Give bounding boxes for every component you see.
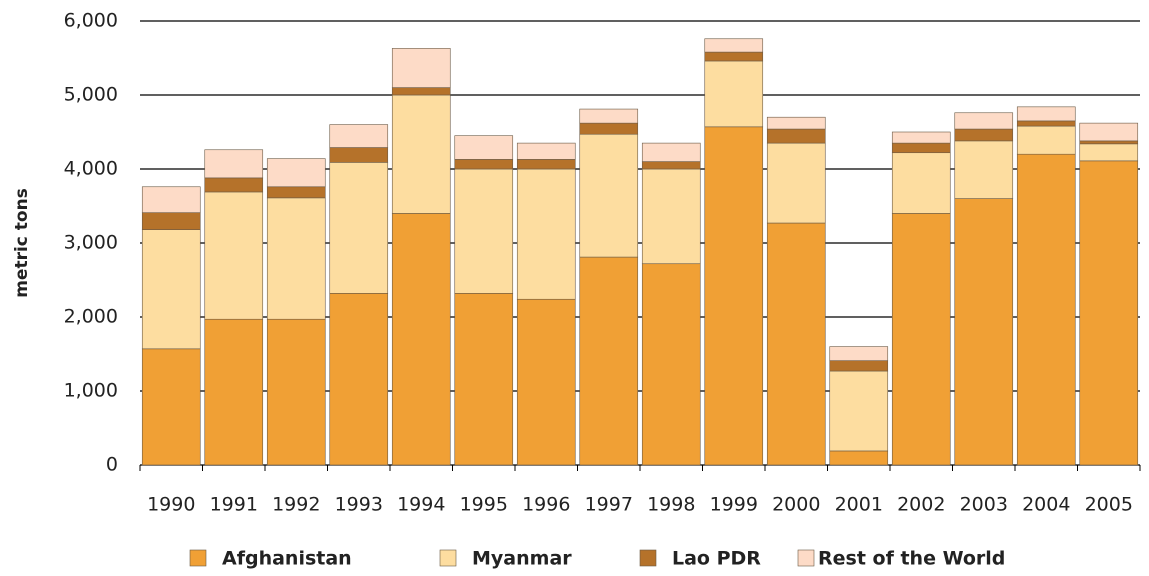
bar-segment: [141, 186, 201, 213]
bar-segment: [454, 293, 514, 466]
bar-segment: [391, 87, 451, 96]
x-tick-label: 2005: [1085, 494, 1133, 516]
y-tick-label: 2,000: [64, 306, 118, 328]
bar-segment: [329, 293, 389, 466]
bar-segment: [1016, 153, 1076, 466]
x-tick-label: 1992: [272, 494, 320, 516]
bar-segment: [766, 128, 826, 144]
bar-segment: [891, 152, 951, 214]
bar-segment: [266, 186, 326, 199]
x-tick-label: 1999: [710, 494, 758, 516]
bar-segment: [204, 191, 264, 320]
x-tick-label: 1990: [147, 494, 195, 516]
legend-swatch: [639, 549, 657, 567]
bar-segment: [766, 222, 826, 466]
y-tick-label: 1,000: [64, 380, 118, 402]
bar-segment: [1079, 140, 1139, 145]
y-tick-label: 5,000: [64, 84, 118, 106]
bar-segment: [454, 168, 514, 294]
x-tick-label: 1996: [522, 494, 570, 516]
bar-segment: [579, 133, 639, 258]
bar-segment: [891, 142, 951, 154]
legend-label: Rest of the World: [818, 548, 1005, 570]
bar-segment: [1016, 125, 1076, 155]
bar-segment: [641, 168, 701, 265]
bar-segment: [1079, 160, 1139, 466]
bar-segment: [704, 51, 764, 62]
bar-segment: [641, 161, 701, 170]
x-tick-label: 1994: [397, 494, 445, 516]
bar-segment: [704, 38, 764, 53]
bar-segment: [891, 131, 951, 144]
bar-segment: [329, 162, 389, 294]
legend-label: Afghanistan: [222, 548, 352, 570]
bar-segment: [891, 213, 951, 466]
y-tick-label: 3,000: [64, 232, 118, 254]
bar-segment: [954, 198, 1014, 466]
bar-segment: [954, 112, 1014, 130]
x-tick-label: 1993: [335, 494, 383, 516]
bar-segment: [579, 122, 639, 135]
y-tick-label: 6,000: [64, 10, 118, 32]
bar-segment: [829, 370, 889, 452]
bar-segment: [454, 159, 514, 170]
legend-swatch: [189, 549, 207, 567]
legend-label: Lao PDR: [672, 548, 761, 570]
y-axis-label: metric tons: [12, 188, 32, 298]
legend-swatch: [439, 549, 457, 567]
bar-segment: [954, 140, 1014, 199]
bar-segment: [516, 142, 576, 160]
bar-segment: [829, 346, 889, 361]
bar-segment: [1079, 122, 1139, 142]
bar-segment: [516, 168, 576, 300]
x-tick-label: 2001: [835, 494, 883, 516]
bar-segment: [329, 147, 389, 163]
bar-segment: [829, 360, 889, 372]
bar-segment: [1016, 106, 1076, 122]
x-tick-label: 1998: [647, 494, 695, 516]
bar-segment: [204, 149, 264, 179]
bar-segment: [266, 318, 326, 466]
bar-segment: [516, 298, 576, 466]
legend-swatch: [797, 549, 815, 567]
bar-segment: [766, 142, 826, 224]
bar-segment: [829, 450, 889, 466]
bar-segment: [954, 128, 1014, 142]
bar-segment: [641, 142, 701, 162]
bar-segment: [391, 94, 451, 214]
bar-segment: [204, 177, 264, 193]
bar-segment: [329, 124, 389, 148]
bar-segment: [579, 108, 639, 124]
bar-segment: [141, 212, 201, 230]
bar-segment: [1016, 120, 1076, 127]
bar-segment: [204, 318, 264, 466]
bar-segment: [266, 158, 326, 188]
bar-segment: [266, 197, 326, 320]
bar-segment: [141, 229, 201, 350]
bar-segment: [391, 48, 451, 88]
x-tick-label: 2002: [897, 494, 945, 516]
y-tick-label: 0: [106, 454, 118, 476]
bar-segment: [766, 116, 826, 130]
bar-segment: [579, 256, 639, 466]
x-tick-label: 1997: [585, 494, 633, 516]
bar-segment: [641, 263, 701, 466]
bar-segment: [516, 159, 576, 170]
x-tick-label: 1991: [210, 494, 258, 516]
x-tick-label: 2003: [960, 494, 1008, 516]
bar-segment: [1079, 143, 1139, 162]
bar-segment: [454, 135, 514, 160]
bar-segment: [704, 60, 764, 128]
bar-segment: [391, 213, 451, 466]
bar-segment: [141, 348, 201, 466]
x-tick-label: 2004: [1022, 494, 1070, 516]
x-tick-label: 1995: [460, 494, 508, 516]
legend-label: Myanmar: [472, 548, 572, 570]
y-tick-label: 4,000: [64, 158, 118, 180]
bar-segment: [704, 126, 764, 466]
x-tick-label: 2000: [772, 494, 820, 516]
